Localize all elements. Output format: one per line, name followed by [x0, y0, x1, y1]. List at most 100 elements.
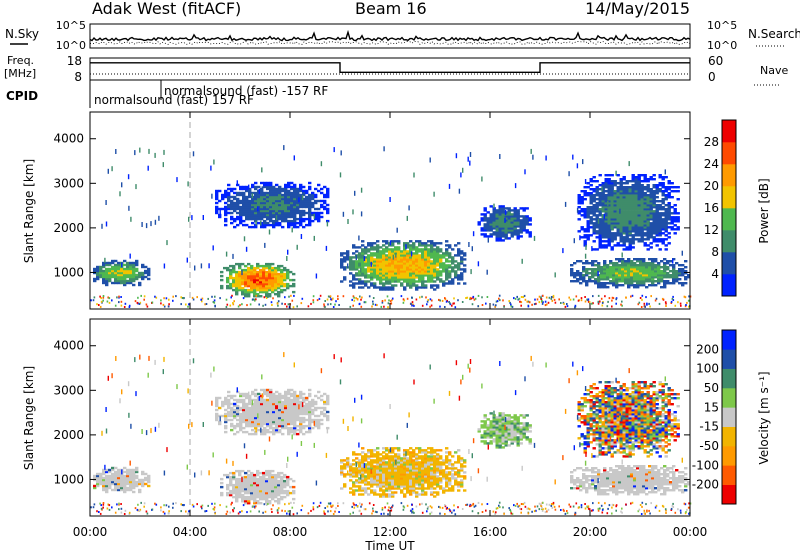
velocity-cell [299, 430, 303, 434]
power-cell [296, 197, 300, 201]
power-cell [661, 176, 665, 179]
power-cell [601, 244, 605, 247]
power-speckle [687, 299, 690, 302]
power-echo-cells [90, 145, 692, 309]
power-cell [257, 201, 261, 205]
power-cell [516, 215, 520, 218]
power-cell [642, 284, 646, 287]
power-speckle [168, 303, 170, 306]
power-cell [603, 262, 607, 265]
power-cell [646, 198, 650, 201]
velocity-cell [238, 481, 242, 485]
power-speckle [265, 297, 268, 299]
velocity-cell [364, 457, 368, 460]
power-speckle [577, 299, 580, 302]
power-cell [654, 276, 658, 279]
power-cell [643, 232, 647, 235]
power-cell [631, 236, 635, 239]
power-cell [296, 207, 300, 211]
velocity-cell [296, 416, 300, 420]
velocity-cell [299, 420, 303, 424]
power-cell [445, 252, 449, 255]
power-cell [589, 222, 593, 225]
velocity-cell [120, 480, 124, 484]
power-speckle [502, 299, 504, 302]
velocity-cell [308, 402, 312, 406]
power-cell [583, 236, 587, 239]
power-cell [379, 270, 383, 273]
power-cell [516, 235, 520, 238]
power-cell [625, 248, 629, 251]
power-cell [601, 216, 605, 219]
power-cell [415, 268, 419, 271]
power-cell [236, 207, 240, 211]
power-cell [412, 252, 416, 255]
station-title: Adak West (fitACF) [92, 0, 241, 18]
velocity-cell [250, 479, 254, 483]
power-cell [373, 272, 377, 275]
power-speckle [410, 251, 413, 257]
power-cell [631, 234, 635, 237]
velocity-cell [102, 482, 106, 486]
velocity-cell [260, 414, 264, 418]
power-cell [250, 264, 254, 268]
power-cell [504, 219, 508, 222]
velocity-cell [224, 430, 228, 434]
power-cell [516, 221, 520, 224]
power-speckle [347, 263, 349, 269]
velocity-cell [317, 420, 321, 424]
power-cell [625, 206, 629, 209]
velocity-cell [239, 408, 243, 412]
velocity-cell [352, 491, 356, 494]
velocity-cell [367, 473, 371, 476]
power-cell [616, 244, 620, 247]
power-cell [272, 225, 276, 229]
power-cell [120, 277, 124, 281]
power-cell [598, 244, 602, 247]
power-cell [664, 194, 668, 197]
power-cell [268, 274, 272, 278]
velocity-cell [129, 470, 133, 474]
power-cell [323, 185, 327, 189]
power-cell [625, 208, 629, 211]
power-cell [292, 272, 296, 276]
velocity-cell [275, 418, 279, 422]
power-cell [436, 242, 440, 245]
power-cell [661, 240, 665, 243]
power-cell [586, 224, 590, 227]
power-speckle [541, 300, 543, 302]
velocity-cell [244, 485, 248, 489]
power-cell [367, 286, 371, 289]
velocity-cell [247, 497, 251, 501]
power-cell [286, 276, 290, 280]
power-speckle [514, 297, 517, 300]
power-cell [421, 276, 425, 279]
power-cell [361, 274, 365, 277]
power-cell [618, 268, 622, 271]
power-cell [648, 276, 652, 279]
velocity-cell [373, 489, 377, 492]
power-cell [296, 221, 300, 225]
power-cell [616, 198, 620, 201]
power-cell [595, 180, 599, 183]
power-cell [507, 237, 511, 240]
velocity-cell [253, 473, 257, 477]
power-cell [619, 180, 623, 183]
velocity-cell [311, 398, 315, 402]
velocity-cell [272, 398, 276, 402]
power-cell [308, 185, 312, 189]
velocity-cell [227, 402, 231, 406]
power-speckle [137, 296, 139, 299]
velocity-cell [248, 432, 252, 436]
power-cell [513, 221, 517, 224]
power-cell [460, 250, 464, 253]
power-cell [513, 215, 517, 218]
power-cell [663, 262, 667, 265]
velocity-cell [268, 473, 272, 477]
power-cell [657, 268, 661, 271]
power-cell [302, 213, 306, 217]
power-cell [373, 264, 377, 267]
power-cell [675, 276, 679, 279]
velocity-cell [221, 402, 225, 406]
velocity-cell [111, 482, 115, 486]
